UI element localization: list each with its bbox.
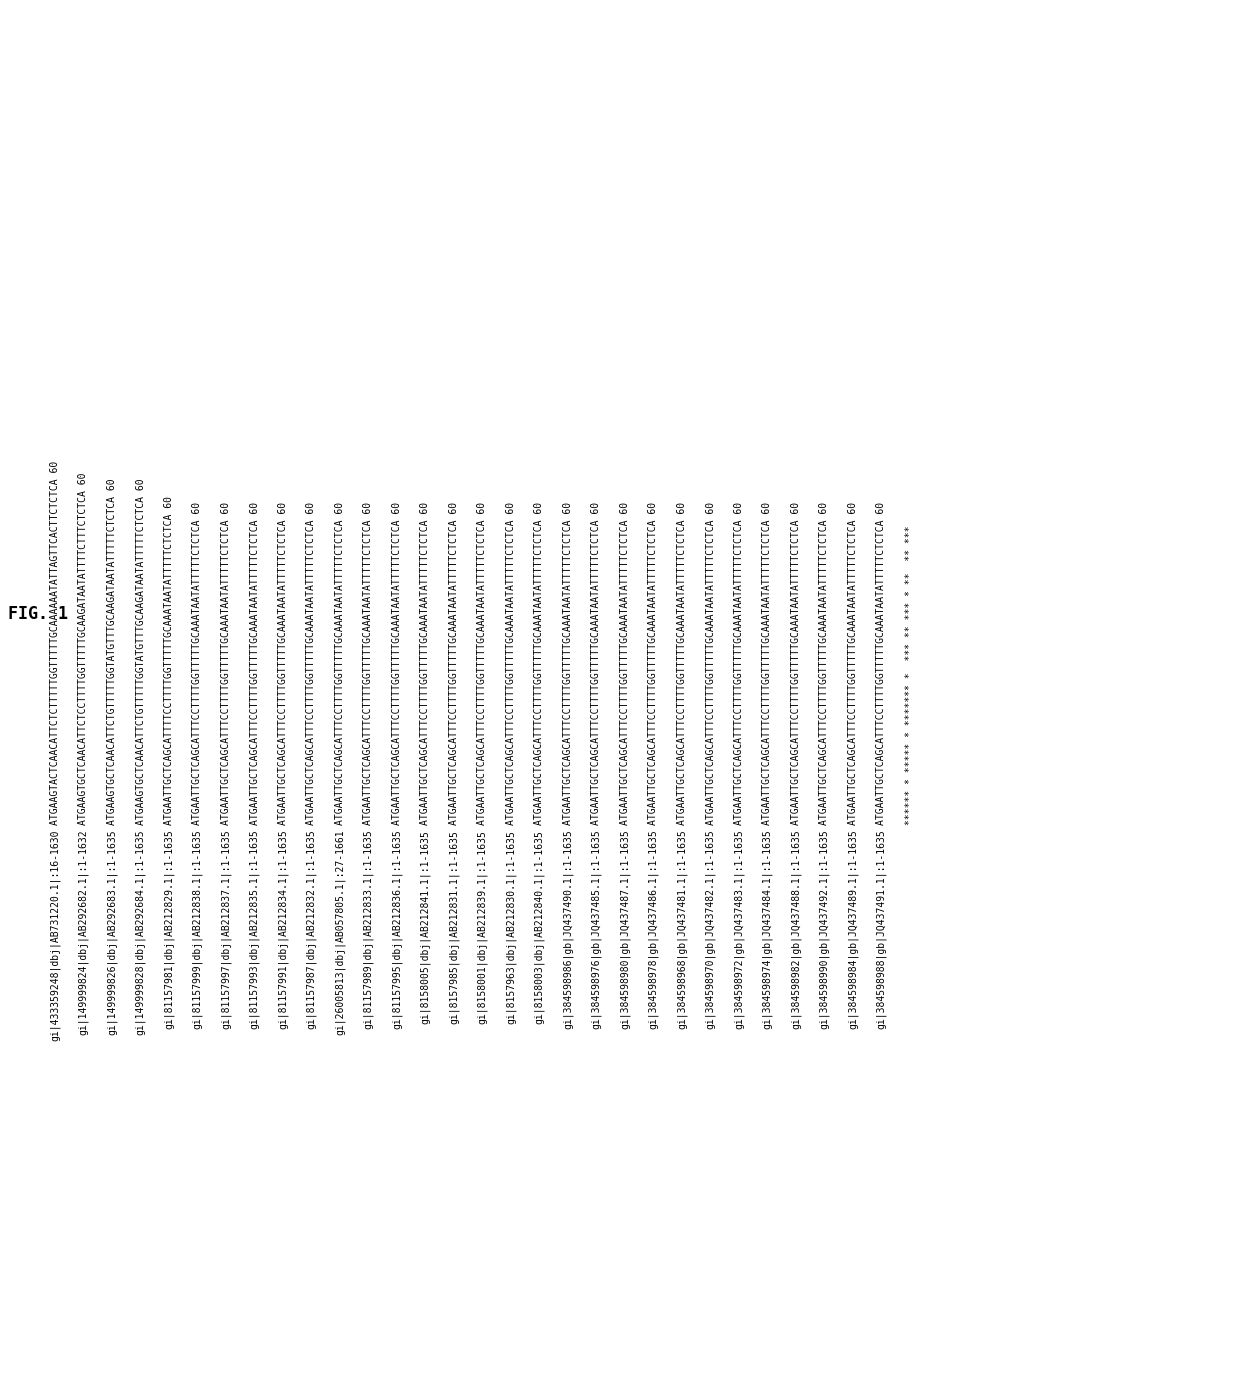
Text: ATGAAGTGCTCAACATTCTGTTTTTGGTATGTTTGCAAGATAATATTTTTCTCTCA 60: ATGAAGTGCTCAACATTCTGTTTTTGGTATGTTTGCAAGA… <box>107 477 117 825</box>
Text: ATGAATTGCTCAGCATTTCCTTTTGGTTTTTGCAAATAATATTTTTCTCTCA 60: ATGAATTGCTCAGCATTTCCTTTTGGTTTTTGCAAATAAT… <box>848 501 858 825</box>
Text: ATGAAGTGCTCAACATTCTCCTTTTGGTTTTTGCAAGATAATATTTTCTTTCTCTCA 60: ATGAAGTGCTCAACATTCTCCTTTTGGTTTTTGCAAGATA… <box>78 472 88 825</box>
Text: ATGAATTGCTCAGCATTTCCTTTTGGTTTTTGCAAATAATATTTTTCTCTCA 60: ATGAATTGCTCAGCATTTCCTTTTGGTTTTTGCAAATAAT… <box>763 501 773 825</box>
Text: ATGAATTGCTCAGCATTTCCTTTTGGTTTTTGCAAATAATATTTTTCTCTCA 60: ATGAATTGCTCAGCATTTCCTTTTGGTTTTTGCAAATAAT… <box>477 501 487 825</box>
Text: ATGAATTGCTCAGCATTTCCTTTTGGTTTTTGCAAATAATATTTTTCTCTCA 60: ATGAATTGCTCAGCATTTCCTTTTGGTTTTTGCAAATAAT… <box>820 501 830 825</box>
Text: gi|384598976|gb|JQ437485.1|:1-1635: gi|384598976|gb|JQ437485.1|:1-1635 <box>591 829 601 1029</box>
Text: ATGAATTGCTCAGCATTTCCTTTTGGTTTTTGCAAATAATATTTTTCTCTCA 60: ATGAATTGCTCAGCATTTCCTTTTGGTTTTTGCAAATAAT… <box>563 501 573 825</box>
Text: ATGAATTGCTCAGCATTTCCTTTTGGTTTTTGCAAATAATATTTTTCTCTCA 60: ATGAATTGCTCAGCATTTCCTTTTGGTTTTTGCAAATAAT… <box>534 501 544 825</box>
Text: gi|384598978|gb|JQ437486.1|:1-1635: gi|384598978|gb|JQ437486.1|:1-1635 <box>649 829 658 1029</box>
Text: ATGAATTGCTCAGCATTTCCTTTTGGTTTTTGCAAATAATATTTTTCTCTCA 60: ATGAATTGCTCAGCATTTCCTTTTGGTTTTTGCAAATAAT… <box>677 501 687 825</box>
Text: ATGAATTGCTCAGCATTTCCTTTTGGTTTTTGCAAATAATATTTTTCTCTCA 60: ATGAATTGCTCAGCATTTCCTTTTGGTTTTTGCAAATAAT… <box>249 501 259 825</box>
Text: ATGAATTGCTCAGCATTTCCTTTTGGTTTTTGCAAATAATATTTTTCTCTCA 60: ATGAATTGCTCAGCATTTCCTTTTGGTTTTTGCAAATAAT… <box>706 501 715 825</box>
Text: gi|384598986|gb|JQ437490.1|:1-1635: gi|384598986|gb|JQ437490.1|:1-1635 <box>563 829 573 1029</box>
Text: gi|149999826|dbj|AB292683.1|:1-1635: gi|149999826|dbj|AB292683.1|:1-1635 <box>107 829 118 1036</box>
Text: ATGAATTGCTCAGCATTTCCTTTTGGTTTTTGCAAATAATATTTTTCTCTCA 60: ATGAATTGCTCAGCATTTCCTTTTGGTTTTTGCAAATAAT… <box>278 501 288 825</box>
Text: ATGAATTGCTCAGCATTTTCCTTTTGGTTTTTGCAAATAATATTTTTCTCTCA 60: ATGAATTGCTCAGCATTTTCCTTTTGGTTTTTGCAAATAA… <box>164 496 174 825</box>
Text: gi|8157985|dbj|AB212831.1|:1-1635: gi|8157985|dbj|AB212831.1|:1-1635 <box>449 829 459 1023</box>
Text: gi|433359248|dbj|AB731220.1|:16-1630: gi|433359248|dbj|AB731220.1|:16-1630 <box>50 829 61 1041</box>
Text: ATGAATTGCTCAGCATTTCCTTTTGGTTTTTGCAAATAATATTTTTCTCTCA 60: ATGAATTGCTCAGCATTTCCTTTTGGTTTTTGCAAATAAT… <box>221 501 231 825</box>
Text: gi|8157963|dbj|AB212830.1|:1-1635: gi|8157963|dbj|AB212830.1|:1-1635 <box>506 829 516 1023</box>
Text: ATGAAGTGCTCAACATTCTGTTTTTGGTATGTTTGCAAGATAATATTTTTCTCTCA 60: ATGAAGTGCTCAACATTCTGTTTTTGGTATGTTTGCAAGA… <box>135 477 145 825</box>
Text: gi|384598984|gb|JQ437489.1|:1-1635: gi|384598984|gb|JQ437489.1|:1-1635 <box>848 829 858 1029</box>
Text: gi|81157991|dbj|AB212834.1|:1-1635: gi|81157991|dbj|AB212834.1|:1-1635 <box>278 829 288 1029</box>
Text: ATGAATTGCTCAGCATTTCCTTTTGGTTTTTGCAAATAATATTTTTCTCTCA 60: ATGAATTGCTCAGCATTTCCTTTTGGTTTTTGCAAATAAT… <box>392 501 402 825</box>
Text: ATGAATTGCTCAGCATTTCCTTTTGGTTTTTGCAAATAATATTTTTCTCTCA 60: ATGAATTGCTCAGCATTTCCTTTTGGTTTTTGCAAATAAT… <box>620 501 630 825</box>
Text: gi|149999828|dbj|AB292684.1|:1-1635: gi|149999828|dbj|AB292684.1|:1-1635 <box>135 829 146 1036</box>
Text: ATGAATTGCTCAGCATTTCCTTTTGGTTTTTGCAAATAATATTTTTCTCTCA 60: ATGAATTGCTCAGCATTTCCTTTTGGTTTTTGCAAATAAT… <box>506 501 516 825</box>
Text: ATGAATTGCTCAGCATTTCCTTTTGGTTTTTGCAAATAATATTTTTCTCTCA 60: ATGAATTGCTCAGCATTTCCTTTTGGTTTTTGCAAATAAT… <box>591 501 601 825</box>
Text: ATGAATTGCTCAGCATTTCCTTTTGGTTTTTGCAAATAATATTTTTCTCTCA 60: ATGAATTGCTCAGCATTTCCTTTTGGTTTTTGCAAATAAT… <box>791 501 801 825</box>
Text: ****** * ***** * ******* *  *** ** *** * **  ** ***: ****** * ***** * ******* * *** ** *** * … <box>905 519 915 825</box>
Text: ATGAATTGCTCAGCATTTCCTTTTGGTTTTTGCAAATAATATTTTTCTCTCA 60: ATGAATTGCTCAGCATTTCCTTTTGGTTTTTGCAAATAAT… <box>734 501 744 825</box>
Text: gi|81157989|dbj|AB212833.1|:1-1635: gi|81157989|dbj|AB212833.1|:1-1635 <box>363 829 373 1029</box>
Text: gi|384598980|gb|JQ437487.1|:1-1635: gi|384598980|gb|JQ437487.1|:1-1635 <box>620 829 630 1029</box>
Text: ATGAATTGCTCAGCATTTCCTTTTGGTTTTTGCAAATAATATTTTTCTCTCA 60: ATGAATTGCTCAGCATTTCCTTTTGGTTTTTGCAAATAAT… <box>449 501 459 825</box>
Text: ATGAAGTACTCAACATTCTCTTTTTGGTTTTTGCAAAAAATATTAGTTCACTTCTCTCA 60: ATGAAGTACTCAACATTCTCTTTTTGGTTTTTGCAAAAAA… <box>50 461 60 825</box>
Text: gi|81157981|dbj|AB212829.1|:1-1635: gi|81157981|dbj|AB212829.1|:1-1635 <box>164 829 175 1029</box>
Text: FIG. 1: FIG. 1 <box>7 606 68 623</box>
Text: gi|149999824|dbj|AB292682.1|:1-1632: gi|149999824|dbj|AB292682.1|:1-1632 <box>78 829 89 1036</box>
Text: gi|81157995|dbj|AB212836.1|:1-1635: gi|81157995|dbj|AB212836.1|:1-1635 <box>392 829 402 1029</box>
Text: gi|8158001|dbj|AB212839.1|:1-1635: gi|8158001|dbj|AB212839.1|:1-1635 <box>477 829 487 1023</box>
Text: gi|81157997|dbj|AB212837.1|:1-1635: gi|81157997|dbj|AB212837.1|:1-1635 <box>221 829 231 1029</box>
Text: ATGAATTGCTCAGCATTTCCTTTTGGTTTTTGCAAATAATATTTTTCTCTCA 60: ATGAATTGCTCAGCATTTCCTTTTGGTTTTTGCAAATAAT… <box>420 501 430 825</box>
Text: ATGAATTGCTCAGCATTTCCTTTTGGTTTTTGCAAATAATATTTTTCTCTCA 60: ATGAATTGCTCAGCATTTCCTTTTGGTTTTTGCAAATAAT… <box>335 501 345 825</box>
Text: gi|384598982|gb|JQ437488.1|:1-1635: gi|384598982|gb|JQ437488.1|:1-1635 <box>791 829 801 1029</box>
Text: ATGAATTGCTCAGCATTTCCTTTTGGTTTTTGCAAATAATATTTTTCTCTCA 60: ATGAATTGCTCAGCATTTCCTTTTGGTTTTTGCAAATAAT… <box>192 501 202 825</box>
Text: gi|81157987|dbj|AB212832.1|:1-1635: gi|81157987|dbj|AB212832.1|:1-1635 <box>306 829 316 1029</box>
Text: ATGAATTGCTCAGCATTTCCTTTTGGTTTTTGCAAATAATATTTTTCTCTCA 60: ATGAATTGCTCAGCATTTCCTTTTGGTTTTTGCAAATAAT… <box>363 501 373 825</box>
Text: ATGAATTGCTCAGCATTTCCTTTTGGTTTTTGCAAATAATATTTTTCTCTCA 60: ATGAATTGCTCAGCATTTCCTTTTGGTTTTTGCAAATAAT… <box>649 501 658 825</box>
Text: gi|384598972|gb|JQ437483.1|:1-1635: gi|384598972|gb|JQ437483.1|:1-1635 <box>734 829 744 1029</box>
Text: ATGAATTGCTCAGCATTTCCTTTTGGTTTTTGCAAATAATATTTTTCTCTCA 60: ATGAATTGCTCAGCATTTCCTTTTGGTTTTTGCAAATAAT… <box>306 501 316 825</box>
Text: gi|8158005|dbj|AB212841.1|:1-1635: gi|8158005|dbj|AB212841.1|:1-1635 <box>420 829 430 1023</box>
Text: gi|384598970|gb|JQ437482.1|:1-1635: gi|384598970|gb|JQ437482.1|:1-1635 <box>706 829 715 1029</box>
Text: gi|384598974|gb|JQ437484.1|:1-1635: gi|384598974|gb|JQ437484.1|:1-1635 <box>763 829 773 1029</box>
Text: gi|384598990|gb|JQ437492.1|:1-1635: gi|384598990|gb|JQ437492.1|:1-1635 <box>820 829 830 1029</box>
Text: gi|81157999|dbj|AB212838.1|:1-1635: gi|81157999|dbj|AB212838.1|:1-1635 <box>192 829 203 1029</box>
Text: gi|26005813|dbj|AB057805.1|:27-1661: gi|26005813|dbj|AB057805.1|:27-1661 <box>335 829 345 1036</box>
Text: gi|81157993|dbj|AB212835.1|:1-1635: gi|81157993|dbj|AB212835.1|:1-1635 <box>249 829 259 1029</box>
Text: gi|384598968|gb|JQ437481.1|:1-1635: gi|384598968|gb|JQ437481.1|:1-1635 <box>677 829 687 1029</box>
Text: ATGAATTGCTCAGCATTTCCTTTTGGTTTTTGCAAATAATATTTTTCTCTCA 60: ATGAATTGCTCAGCATTTCCTTTTGGTTTTTGCAAATAAT… <box>877 501 887 825</box>
Text: gi|384598988|gb|JQ437491.1|:1-1635: gi|384598988|gb|JQ437491.1|:1-1635 <box>877 829 887 1029</box>
Text: gi|8158003|dbj|AB212840.1|:1-1635: gi|8158003|dbj|AB212840.1|:1-1635 <box>534 829 544 1023</box>
